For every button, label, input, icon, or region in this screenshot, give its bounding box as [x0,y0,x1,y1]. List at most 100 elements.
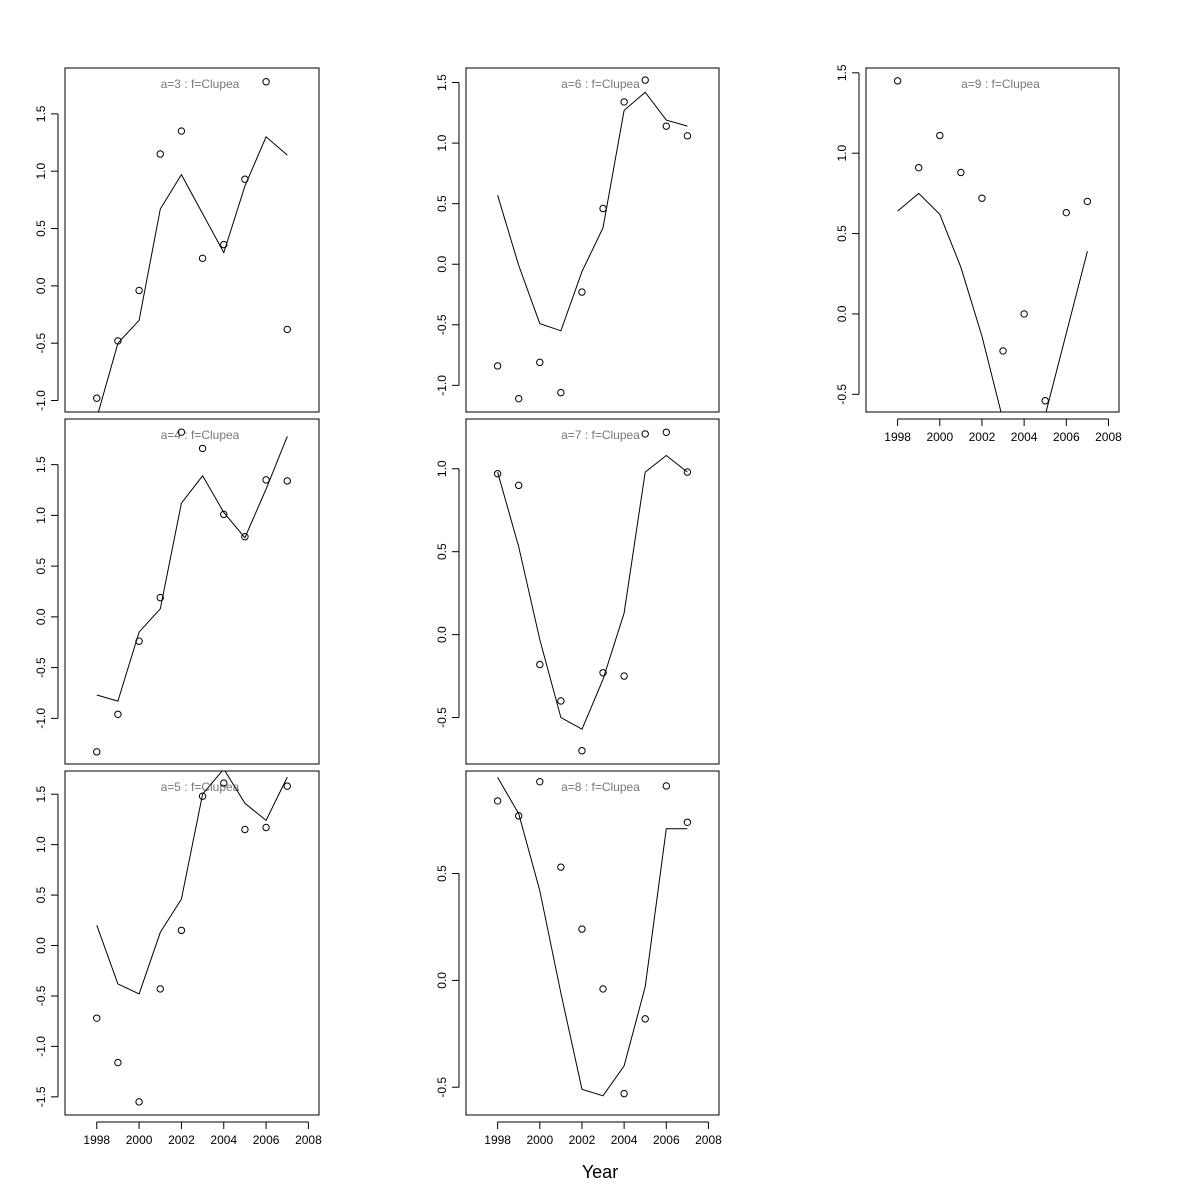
observed-point [220,240,228,249]
y-tick-label: 0.0 [34,937,48,954]
observed-point [620,672,628,680]
plot-area [93,428,291,756]
x-tick-label: 2008 [695,1133,722,1147]
y-tick-label: 0.5 [435,543,449,560]
y-tick-label: 0.0 [34,608,48,625]
observed-point [599,204,607,213]
observed-point [262,78,270,86]
observed-point [557,388,565,397]
observed-point [220,779,228,787]
observed-point [915,163,923,172]
x-tick-label: 1998 [484,1133,511,1147]
y-tick-label: -0.5 [435,314,449,335]
observed-point [262,476,270,484]
observed-point [241,825,249,834]
observed-point [578,925,586,933]
observed-point [557,697,565,705]
panel-label: a=9 : f=Clupea [961,77,1040,91]
panel-5: a=7 : f=Clupea -0.5 0.0 0.5 1.0 [435,418,720,765]
panel-1: a=3 : f=Clupea -1.0 -0.5 0.0 0.5 1.0 1.5 [34,67,320,413]
y-tick-label: -0.5 [34,333,48,354]
observed-point [114,710,122,718]
panel-2: a=4 : f=Clupea -1.0 -0.5 0.0 0.5 1.0 1.5 [34,418,320,765]
observed-point [177,926,186,935]
observed-point [536,777,544,786]
observed-point [93,394,101,402]
y-tick-label: -1.5 [34,1086,48,1107]
fitted-line [97,135,288,412]
observed-point [620,98,628,106]
observed-point [936,131,944,140]
observed-point [515,394,523,403]
panel-frame [865,67,1120,413]
x-tick-label: 2004 [1011,430,1038,444]
x-tick-label: 2002 [569,1133,596,1147]
y-tick-label: 0.0 [435,972,449,989]
observed-point [683,132,692,140]
observed-point [135,1098,143,1106]
y-tick-label: -0.5 [835,384,849,405]
y-tick-label: 1.5 [34,786,48,803]
x-tick-label: 2000 [526,1133,553,1147]
panel-label: a=8 : f=Clupea [561,780,640,794]
y-tick-label: -0.5 [34,657,48,678]
observed-point [283,325,291,334]
y-tick-label: 1.5 [34,456,48,473]
panel-3: a=5 : f=Clupea -1.5 -1.0 -0.5 0.0 0.5 1.0 1.5 19… [34,770,322,1147]
y-tick-label: 1.0 [435,460,449,477]
plot-area [93,771,291,1106]
y-tick-label: 0.5 [34,886,48,903]
observed-point [241,533,249,541]
panel-7: a=9 : f=Clupea -0.5 0.0 0.5 1.0 1.5 1998 2000 20… [835,64,1122,444]
observed-point [493,362,502,370]
observed-point [515,812,523,820]
y-tick-label: 0.5 [835,225,849,242]
observed-point [893,77,902,85]
x-tick-label: 1998 [83,1133,110,1147]
x-tick-label: 2000 [926,430,953,444]
observed-point [620,1089,628,1098]
y-tick-label: -1.0 [34,708,48,729]
observed-point [557,863,565,871]
y-tick-label: 1.0 [835,145,849,162]
y-tick-label: 0.0 [835,305,849,322]
observed-point [641,430,649,438]
plot-area [493,777,692,1098]
observed-point [641,76,649,84]
plot-area [493,76,692,403]
panel-frame [64,67,320,413]
observed-point [262,823,270,832]
y-tick-label: -1.0 [435,375,449,396]
observed-point [1083,197,1092,206]
observed-point [156,985,164,993]
y-tick-label: 0.0 [435,256,449,273]
y-tick-label: -0.5 [34,985,48,1006]
observed-point [1020,310,1028,318]
observed-point [241,175,249,183]
x-tick-label: 2004 [210,1133,237,1147]
observed-point [536,660,544,669]
observed-point [283,782,291,790]
x-tick-label: 2006 [653,1133,680,1147]
fitted-line [497,777,688,1097]
observed-point [177,127,186,135]
x-tick-label: 2008 [1095,430,1122,444]
observed-point [93,1014,101,1022]
observed-point [515,481,523,490]
observed-point [198,254,207,263]
y-tick-label: 0.5 [34,220,48,237]
panel-label: a=7 : f=Clupea [561,428,640,442]
observed-point [1041,397,1049,405]
observed-point [599,985,607,993]
y-tick-label: -1.0 [34,390,48,411]
y-tick-label: 1.0 [34,836,48,853]
observed-point [683,818,692,826]
panel-frame [64,418,320,765]
observed-point [599,669,607,677]
x-tick-label: 2006 [1053,430,1080,444]
observed-point [641,1015,649,1023]
observed-point [578,288,586,296]
x-tick-label: 2006 [253,1133,280,1147]
plot-area [893,77,1092,412]
